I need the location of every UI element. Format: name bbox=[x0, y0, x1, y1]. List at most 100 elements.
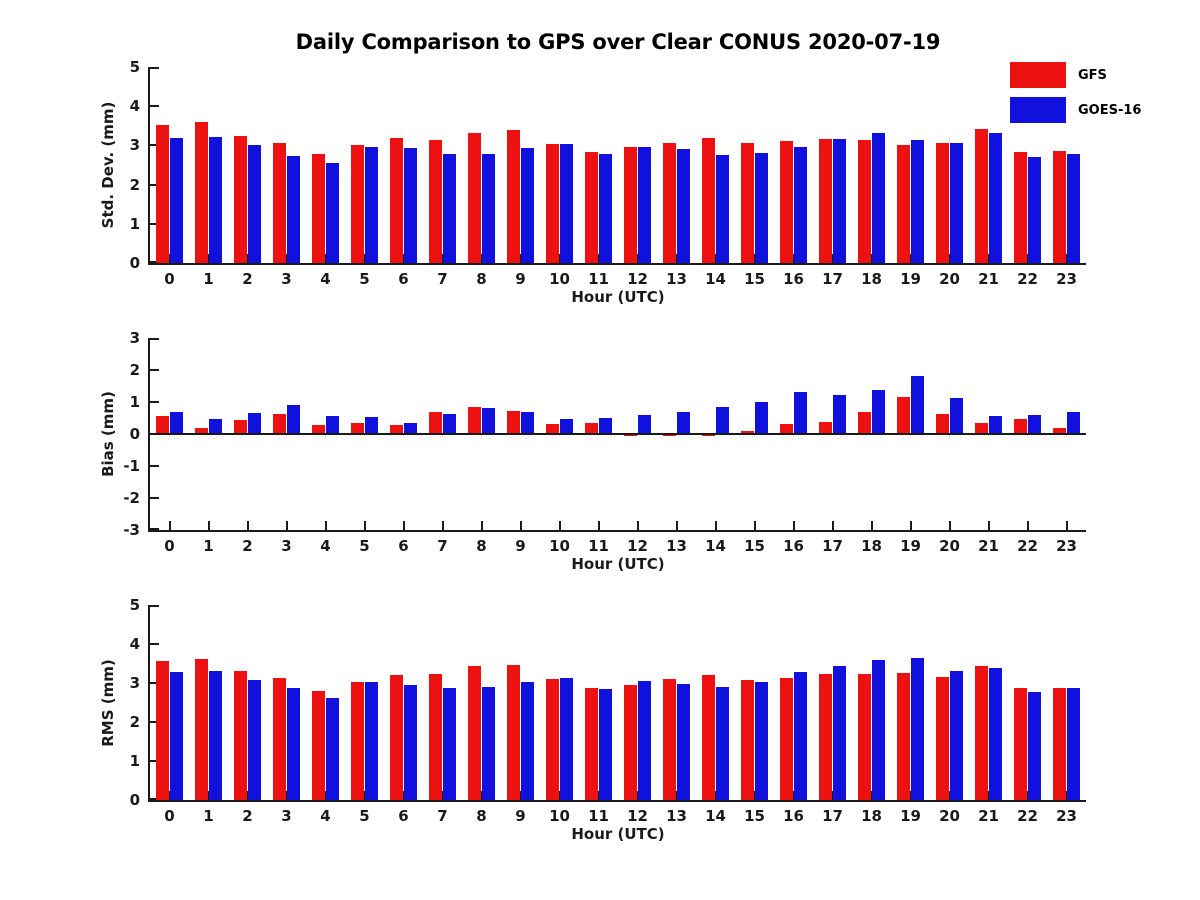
x-axis-spine bbox=[148, 530, 1086, 532]
x-tick-label: 21 bbox=[978, 807, 999, 825]
x-tick-mark bbox=[1026, 791, 1029, 800]
x-tick-mark bbox=[402, 791, 405, 800]
bar-goes-16-h6 bbox=[404, 422, 417, 434]
bar-gfs-h7 bbox=[429, 674, 442, 800]
bar-gfs-h15 bbox=[741, 143, 754, 263]
y-tick-mark bbox=[150, 183, 159, 186]
x-tick-mark bbox=[1065, 521, 1068, 530]
bar-goes-16-h13 bbox=[677, 683, 690, 800]
zero-axis-line bbox=[148, 433, 1086, 435]
bar-gfs-h19 bbox=[897, 145, 910, 263]
x-tick-label: 15 bbox=[744, 807, 765, 825]
x-tick-mark bbox=[792, 254, 795, 263]
bar-gfs-h12 bbox=[624, 147, 637, 263]
bar-gfs-h0 bbox=[156, 125, 169, 263]
bar-goes-16-h1 bbox=[209, 670, 222, 800]
x-tick-label: 10 bbox=[549, 807, 570, 825]
bar-goes-16-h23 bbox=[1067, 687, 1080, 800]
x-tick-label: 3 bbox=[281, 537, 292, 555]
x-tick-mark bbox=[597, 254, 600, 263]
y-tick-mark bbox=[150, 261, 159, 263]
bar-gfs-h17 bbox=[819, 422, 832, 434]
x-tick-mark bbox=[636, 254, 639, 263]
x-tick-mark bbox=[987, 521, 990, 530]
x-tick-mark bbox=[636, 521, 639, 530]
bar-gfs-h16 bbox=[780, 677, 793, 800]
bar-gfs-h20 bbox=[936, 142, 949, 263]
x-tick-label: 9 bbox=[515, 537, 526, 555]
y-tick-label: -2 bbox=[123, 489, 140, 507]
bar-goes-16-h22 bbox=[1028, 691, 1041, 800]
x-tick-mark bbox=[1026, 254, 1029, 263]
x-tick-mark bbox=[324, 254, 327, 263]
x-tick-label: 15 bbox=[744, 537, 765, 555]
x-tick-label: 22 bbox=[1017, 270, 1038, 288]
x-tick-label: 17 bbox=[822, 270, 843, 288]
x-tick-label: 18 bbox=[861, 537, 882, 555]
x-tick-mark bbox=[402, 521, 405, 530]
bar-goes-16-h3 bbox=[287, 155, 300, 263]
bar-gfs-h7 bbox=[429, 411, 442, 434]
bar-gfs-h3 bbox=[273, 413, 286, 434]
y-tick-label: 5 bbox=[129, 58, 140, 76]
bar-gfs-h14 bbox=[702, 137, 715, 263]
bar-gfs-h16 bbox=[780, 423, 793, 434]
x-tick-mark bbox=[363, 521, 366, 530]
x-tick-label: 2 bbox=[242, 270, 253, 288]
y-tick-mark bbox=[150, 369, 159, 371]
x-tick-label: 23 bbox=[1056, 807, 1077, 825]
x-tick-mark bbox=[792, 791, 795, 800]
bar-gfs-h1 bbox=[195, 122, 208, 263]
bar-goes-16-h7 bbox=[443, 154, 456, 263]
y-tick-mark bbox=[150, 105, 159, 108]
y-tick-mark bbox=[150, 465, 159, 467]
bar-gfs-h2 bbox=[234, 135, 247, 263]
bar-goes-16-h7 bbox=[443, 413, 456, 434]
bar-goes-16-h3 bbox=[287, 404, 300, 434]
x-tick-label: 5 bbox=[359, 270, 370, 288]
y-tick-mark bbox=[150, 67, 159, 69]
x-tick-label: 6 bbox=[398, 270, 409, 288]
x-tick-label: 9 bbox=[515, 807, 526, 825]
x-tick-label: 12 bbox=[627, 807, 648, 825]
bar-goes-16-h20 bbox=[950, 671, 963, 800]
x-tick-label: 22 bbox=[1017, 537, 1038, 555]
bar-goes-16-h17 bbox=[833, 138, 846, 263]
bar-gfs-h13 bbox=[663, 679, 676, 800]
y-tick-label: 2 bbox=[129, 713, 140, 731]
x-tick-mark bbox=[597, 791, 600, 800]
bar-gfs-h21 bbox=[975, 665, 988, 800]
bar-goes-16-h5 bbox=[365, 147, 378, 263]
y-tick-mark bbox=[150, 760, 159, 762]
x-tick-label: 14 bbox=[705, 537, 726, 555]
bar-goes-16-h10 bbox=[560, 677, 573, 800]
bar-gfs-h11 bbox=[585, 151, 598, 263]
x-tick-mark bbox=[753, 254, 756, 263]
x-tick-label: 7 bbox=[437, 270, 448, 288]
bar-goes-16-h1 bbox=[209, 419, 222, 434]
x-tick-label: 4 bbox=[320, 537, 331, 555]
legend-label-gfs: GFS bbox=[1078, 67, 1107, 83]
x-tick-mark bbox=[480, 254, 483, 263]
x-tick-label: 15 bbox=[744, 270, 765, 288]
x-tick-label: 0 bbox=[164, 270, 175, 288]
legend-entry-goes16: GOES-16 bbox=[1010, 97, 1141, 123]
bar-gfs-h11 bbox=[585, 422, 598, 434]
bar-gfs-h1 bbox=[195, 659, 208, 800]
y-tick-mark bbox=[150, 528, 159, 530]
bar-gfs-h20 bbox=[936, 413, 949, 434]
y-tick-mark bbox=[150, 682, 159, 684]
x-tick-label: 17 bbox=[822, 807, 843, 825]
bar-gfs-h21 bbox=[975, 129, 988, 263]
y-tick-label: 3 bbox=[129, 329, 140, 347]
y-tick-label: 0 bbox=[129, 791, 140, 809]
bar-goes-16-h9 bbox=[521, 682, 534, 800]
bar-gfs-h13 bbox=[663, 434, 676, 436]
bar-gfs-h18 bbox=[858, 140, 871, 263]
x-tick-label: 16 bbox=[783, 807, 804, 825]
bar-goes-16-h9 bbox=[521, 148, 534, 263]
bar-goes-16-h21 bbox=[989, 416, 1002, 434]
legend-swatch-gfs bbox=[1010, 62, 1066, 88]
x-tick-mark bbox=[987, 791, 990, 800]
